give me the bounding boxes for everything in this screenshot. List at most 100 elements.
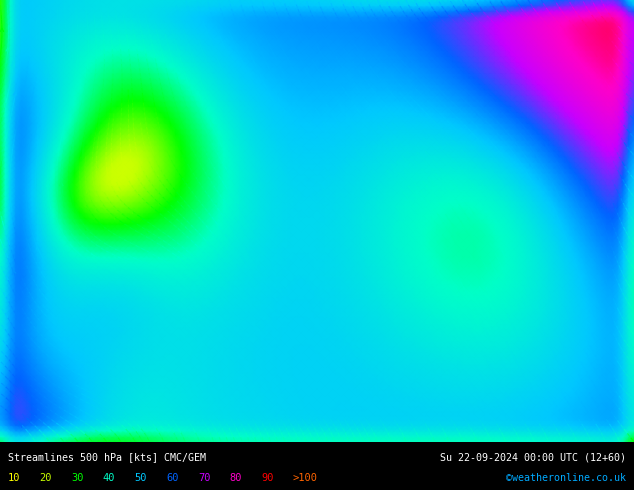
- FancyArrowPatch shape: [544, 142, 548, 146]
- FancyArrowPatch shape: [501, 286, 505, 290]
- Text: Su 22-09-2024 00:00 UTC (12+60): Su 22-09-2024 00:00 UTC (12+60): [441, 453, 626, 463]
- Text: 80: 80: [230, 473, 242, 483]
- FancyArrowPatch shape: [83, 352, 87, 355]
- FancyArrowPatch shape: [207, 175, 210, 179]
- FancyArrowPatch shape: [429, 296, 432, 300]
- FancyArrowPatch shape: [53, 251, 56, 255]
- FancyArrowPatch shape: [145, 229, 150, 233]
- FancyArrowPatch shape: [66, 392, 71, 395]
- FancyArrowPatch shape: [419, 227, 423, 231]
- FancyArrowPatch shape: [483, 200, 486, 204]
- FancyArrowPatch shape: [246, 409, 249, 412]
- FancyArrowPatch shape: [352, 409, 355, 413]
- FancyArrowPatch shape: [72, 43, 75, 47]
- FancyArrowPatch shape: [391, 223, 394, 226]
- FancyArrowPatch shape: [235, 202, 238, 205]
- FancyArrowPatch shape: [131, 209, 135, 214]
- FancyArrowPatch shape: [567, 88, 571, 91]
- FancyArrowPatch shape: [143, 304, 147, 308]
- FancyArrowPatch shape: [596, 53, 599, 57]
- FancyArrowPatch shape: [563, 97, 567, 100]
- Text: 90: 90: [261, 473, 274, 483]
- FancyArrowPatch shape: [278, 391, 281, 394]
- FancyArrowPatch shape: [53, 288, 56, 291]
- FancyArrowPatch shape: [85, 227, 89, 230]
- FancyArrowPatch shape: [619, 382, 622, 386]
- Text: 20: 20: [39, 473, 52, 483]
- Text: Streamlines 500 hPa [kts] CMC/GEM: Streamlines 500 hPa [kts] CMC/GEM: [8, 453, 205, 463]
- FancyArrowPatch shape: [205, 413, 209, 417]
- FancyArrowPatch shape: [560, 106, 563, 110]
- FancyArrowPatch shape: [499, 65, 503, 69]
- FancyArrowPatch shape: [256, 391, 259, 394]
- FancyArrowPatch shape: [32, 413, 36, 417]
- FancyArrowPatch shape: [515, 188, 518, 191]
- FancyArrowPatch shape: [333, 228, 337, 232]
- FancyArrowPatch shape: [467, 166, 470, 170]
- FancyArrowPatch shape: [95, 165, 98, 168]
- FancyArrowPatch shape: [87, 343, 91, 346]
- FancyArrowPatch shape: [144, 407, 148, 412]
- FancyArrowPatch shape: [280, 233, 283, 236]
- FancyArrowPatch shape: [271, 391, 274, 394]
- FancyArrowPatch shape: [375, 223, 378, 227]
- FancyArrowPatch shape: [35, 28, 38, 31]
- FancyArrowPatch shape: [46, 183, 49, 187]
- FancyArrowPatch shape: [607, 35, 611, 39]
- Text: 10: 10: [8, 473, 20, 483]
- FancyArrowPatch shape: [317, 409, 320, 413]
- FancyArrowPatch shape: [98, 246, 103, 250]
- FancyArrowPatch shape: [63, 251, 67, 254]
- FancyArrowPatch shape: [529, 281, 533, 285]
- FancyArrowPatch shape: [324, 409, 327, 413]
- FancyArrowPatch shape: [422, 217, 425, 220]
- FancyArrowPatch shape: [529, 163, 533, 166]
- FancyArrowPatch shape: [436, 212, 439, 216]
- FancyArrowPatch shape: [420, 202, 424, 205]
- FancyArrowPatch shape: [110, 264, 115, 268]
- FancyArrowPatch shape: [60, 182, 63, 186]
- FancyArrowPatch shape: [338, 409, 341, 413]
- FancyArrowPatch shape: [359, 409, 362, 413]
- FancyArrowPatch shape: [494, 304, 497, 308]
- FancyArrowPatch shape: [507, 107, 511, 112]
- FancyArrowPatch shape: [464, 334, 467, 338]
- FancyArrowPatch shape: [148, 204, 153, 208]
- FancyArrowPatch shape: [42, 404, 47, 409]
- FancyArrowPatch shape: [224, 409, 228, 412]
- FancyArrowPatch shape: [404, 218, 408, 221]
- FancyArrowPatch shape: [299, 391, 302, 394]
- Text: 60: 60: [166, 473, 179, 483]
- FancyArrowPatch shape: [405, 309, 408, 313]
- FancyArrowPatch shape: [264, 391, 267, 394]
- FancyArrowPatch shape: [469, 205, 472, 209]
- FancyArrowPatch shape: [127, 123, 130, 126]
- Text: ©weatheronline.co.uk: ©weatheronline.co.uk: [507, 473, 626, 483]
- Text: 70: 70: [198, 473, 210, 483]
- FancyArrowPatch shape: [300, 348, 303, 352]
- FancyArrowPatch shape: [24, 416, 29, 420]
- FancyArrowPatch shape: [37, 245, 40, 249]
- FancyArrowPatch shape: [13, 271, 16, 274]
- FancyArrowPatch shape: [239, 409, 242, 412]
- FancyArrowPatch shape: [0, 28, 4, 31]
- FancyArrowPatch shape: [169, 286, 173, 290]
- FancyArrowPatch shape: [51, 402, 56, 406]
- FancyArrowPatch shape: [347, 228, 351, 232]
- FancyArrowPatch shape: [46, 73, 49, 76]
- FancyArrowPatch shape: [602, 44, 605, 48]
- FancyArrowPatch shape: [579, 74, 583, 78]
- FancyArrowPatch shape: [253, 409, 256, 412]
- FancyArrowPatch shape: [56, 395, 60, 399]
- Text: 50: 50: [134, 473, 147, 483]
- FancyArrowPatch shape: [177, 211, 181, 216]
- FancyArrowPatch shape: [74, 312, 79, 315]
- FancyArrowPatch shape: [444, 185, 448, 189]
- FancyArrowPatch shape: [13, 92, 17, 96]
- FancyArrowPatch shape: [123, 308, 127, 312]
- FancyArrowPatch shape: [112, 215, 117, 219]
- FancyArrowPatch shape: [607, 236, 610, 239]
- FancyArrowPatch shape: [190, 207, 193, 211]
- FancyArrowPatch shape: [556, 115, 559, 119]
- FancyArrowPatch shape: [11, 63, 15, 66]
